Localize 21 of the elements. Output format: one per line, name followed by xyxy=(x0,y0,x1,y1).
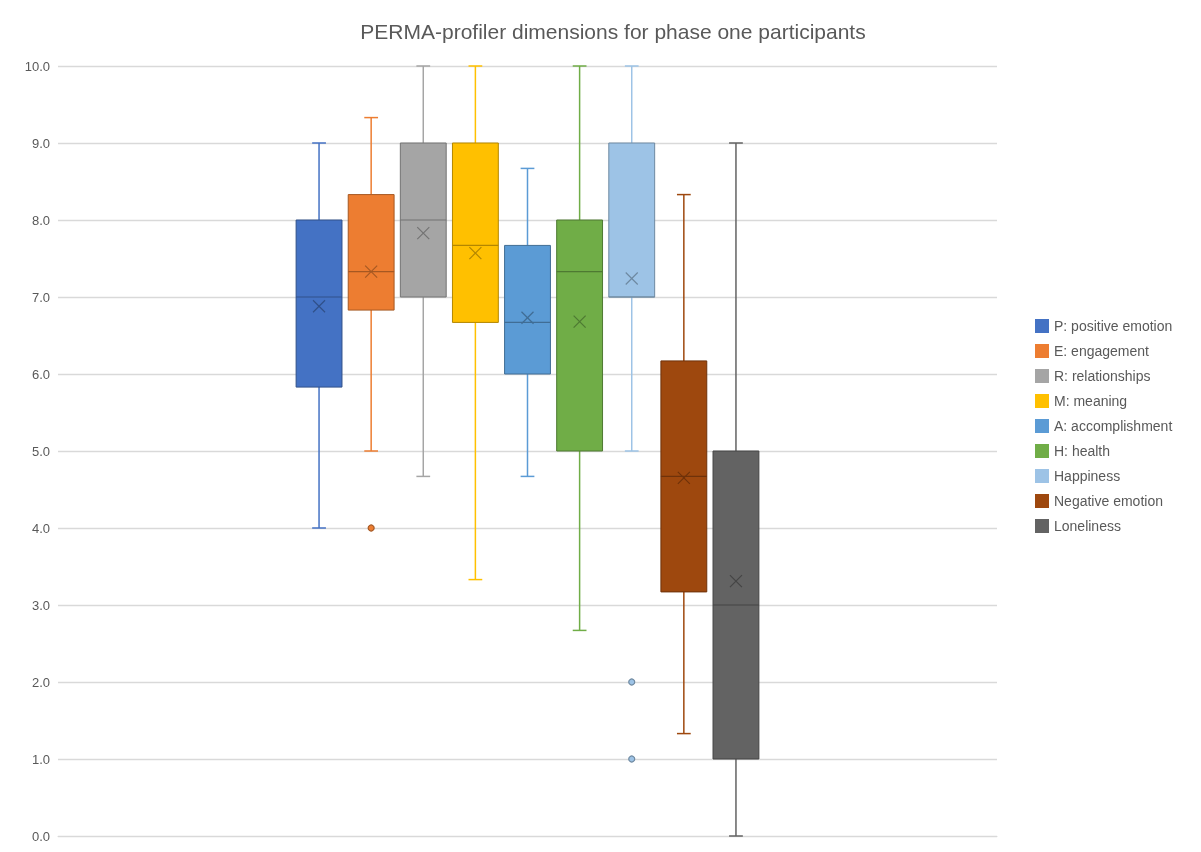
y-tick-label: 4.0 xyxy=(31,520,50,536)
legend-label: E: engagement xyxy=(1054,343,1150,359)
legend-label: P: positive emotion xyxy=(1054,318,1173,334)
y-tick-label: 9.0 xyxy=(31,135,50,151)
chart-title: PERMA-profiler dimensions for phase one participants xyxy=(360,20,866,43)
y-tick-label: 10.0 xyxy=(24,58,50,74)
y-tick-label: 5.0 xyxy=(31,443,50,459)
y-tick-label: 1.0 xyxy=(31,751,50,767)
legend-label: A: accomplishment xyxy=(1054,418,1173,434)
y-tick-label: 3.0 xyxy=(31,597,50,613)
y-tick-label: 6.0 xyxy=(31,366,50,382)
y-tick-label: 0.0 xyxy=(31,828,50,844)
y-tick-label: 2.0 xyxy=(31,674,50,690)
legend-label: Loneliness xyxy=(1054,518,1121,534)
legend-label: M: meaning xyxy=(1054,393,1128,409)
legend-label: Negative emotion xyxy=(1054,493,1163,509)
y-tick-label: 7.0 xyxy=(31,289,50,305)
legend-label: H: health xyxy=(1054,443,1111,459)
legend-label: R: relationships xyxy=(1054,368,1151,384)
legend-label: Happiness xyxy=(1054,468,1121,484)
y-tick-label: 8.0 xyxy=(31,212,50,228)
